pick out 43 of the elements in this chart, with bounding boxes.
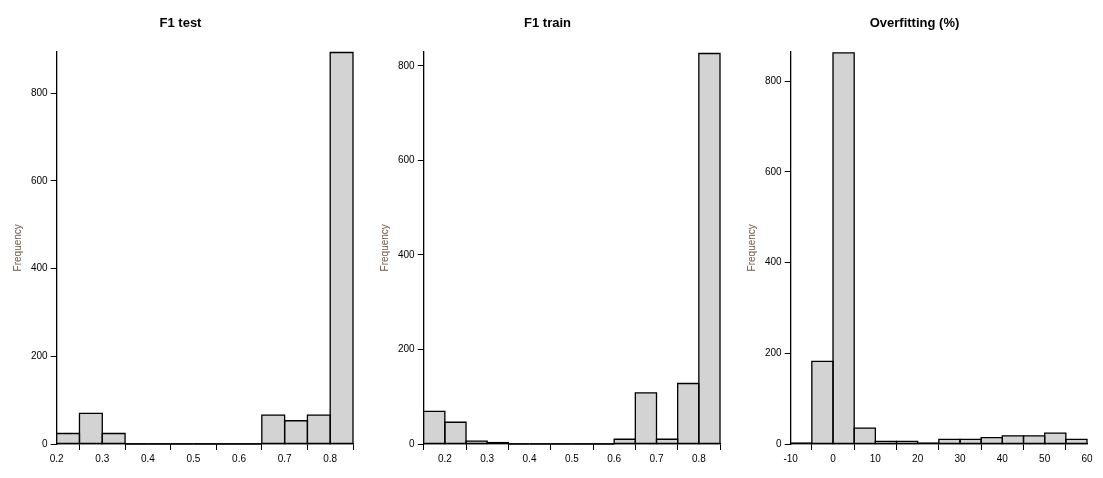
y-tick-label: 800 — [765, 74, 783, 86]
x-tick-label: 0.7 — [277, 452, 293, 464]
y-tick-label: 800 — [398, 59, 416, 71]
y-tick-label: 600 — [31, 174, 49, 186]
x-tick-label: 50 — [1039, 452, 1051, 464]
x-tick-label: 0.8 — [691, 452, 707, 464]
y-tick-label: 600 — [765, 165, 783, 177]
y-tick-label: 600 — [398, 154, 416, 166]
x-tick-label: 40 — [996, 452, 1009, 464]
y-tick-label: 400 — [398, 248, 416, 260]
chart-title: F1 test — [159, 15, 203, 31]
chart-title: Overfitting (%) — [869, 15, 960, 31]
y-tick-label: 200 — [765, 347, 783, 359]
y-axis-title: Frequency — [745, 224, 757, 272]
x-tick-label: 0.3 — [480, 452, 495, 464]
x-tick-label: 0.5 — [186, 452, 201, 464]
x-tick-label: 30 — [954, 452, 967, 464]
y-tick-label: 200 — [398, 343, 416, 355]
y-tick-label: 0 — [42, 437, 49, 449]
y-tick-label: 400 — [31, 262, 49, 274]
y-tick-label: 400 — [765, 256, 783, 268]
x-tick-label: 0.5 — [564, 452, 580, 464]
chart-title: F1 train — [524, 15, 572, 31]
x-tick-label: 0.6 — [607, 452, 622, 464]
y-tick-label: 200 — [31, 350, 49, 362]
y-axis-title: Frequency — [378, 224, 390, 272]
x-tick-label: 0.6 — [232, 452, 247, 464]
x-tick-label: 10 — [869, 452, 882, 464]
x-tick-label: 0.8 — [323, 452, 338, 464]
x-tick-label: 0.2 — [49, 452, 65, 464]
x-tick-label: 0.7 — [649, 452, 664, 464]
x-tick-label: 0.2 — [437, 452, 453, 464]
x-tick-label: 20 — [912, 452, 924, 464]
x-tick-label: 0 — [830, 452, 837, 464]
x-tick-label: -10 — [783, 452, 799, 464]
y-tick-label: 0 — [409, 437, 416, 449]
x-tick-label: 0.4 — [140, 452, 156, 464]
y-tick-label: 0 — [776, 437, 783, 449]
x-tick-label: 0.3 — [95, 452, 110, 464]
x-tick-label: 0.4 — [522, 452, 537, 464]
y-tick-label: 800 — [31, 87, 49, 98]
x-tick-label: 60 — [1081, 452, 1093, 464]
y-axis-title: Frequency — [11, 224, 23, 272]
